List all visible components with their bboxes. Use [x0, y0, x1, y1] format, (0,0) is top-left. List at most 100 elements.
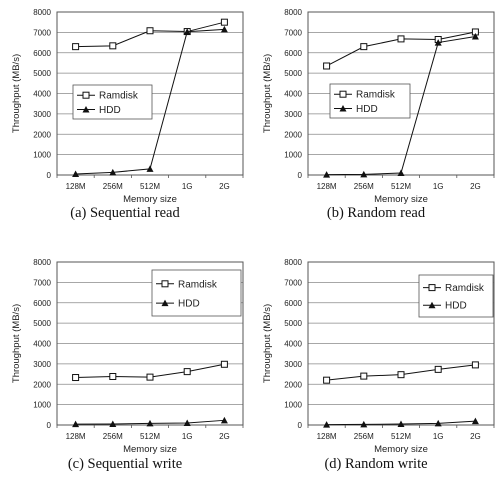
y-tick-label: 2000 [33, 130, 51, 139]
y-tick-label: 8000 [284, 8, 302, 17]
x-tick-label: 512M [391, 182, 411, 191]
y-tick-label: 7000 [284, 278, 302, 287]
x-tick-label: 1G [433, 432, 444, 441]
y-tick-label: 7000 [33, 278, 51, 287]
x-tick-label: 2G [219, 182, 230, 191]
y-axis-title: Throughput (MB/s) [262, 54, 273, 133]
x-tick-label: 128M [317, 182, 337, 191]
legend-square-icon [82, 91, 90, 99]
ramdisk-series-line [75, 21, 225, 48]
chart-panel-sequential-read: 0 1000 2000 3000 4000 5000 6000 7000 8000 128M 256… [0, 0, 250, 239]
chart-caption: (a) Sequential read [70, 205, 180, 221]
x-axis-title: Memory size [123, 444, 177, 455]
legend-triangle-icon [82, 105, 90, 113]
y-tick-label: 6000 [33, 299, 51, 308]
y-tick-label: 8000 [33, 8, 51, 17]
y-tick-label: 1000 [33, 401, 51, 410]
legend-triangle-icon [161, 299, 169, 307]
hdd-point [109, 420, 117, 427]
y-tick-label: 6000 [284, 299, 302, 308]
chart-caption: (b) Random read [326, 205, 426, 221]
y-tick-label: 5000 [33, 319, 51, 328]
y-tick-label: 1000 [33, 151, 51, 160]
y-tick-label: 1000 [284, 401, 302, 410]
x-tick-label: 256M [354, 182, 374, 191]
hdd-point [183, 419, 191, 426]
y-tick-label: 4000 [284, 340, 302, 349]
y-tick-label: 0 [47, 171, 52, 180]
hdd-point [323, 171, 331, 178]
ramdisk-point [220, 360, 228, 368]
y-tick-label: 5000 [33, 69, 51, 78]
ramdisk-point [146, 373, 154, 381]
x-axis-title: Memory size [374, 194, 428, 205]
y-tick-label: 5000 [284, 69, 302, 78]
legend-label: HDD [99, 105, 121, 116]
ramdisk-point [220, 18, 228, 26]
x-tick-label: 512M [391, 432, 411, 441]
hdd-point [471, 32, 479, 40]
y-tick-label: 3000 [33, 110, 51, 119]
hdd-point [72, 420, 80, 428]
x-axis-title: Memory size [374, 444, 428, 455]
ramdisk-point [434, 365, 442, 373]
ramdisk-point [109, 373, 117, 381]
legend-label: HDD [445, 301, 467, 312]
x-tick-label: 1G [182, 432, 193, 441]
plot-area-frame [56, 11, 244, 176]
legend-label: Ramdisk [99, 91, 139, 102]
legend-label: Ramdisk [178, 279, 218, 290]
hdd-point [220, 416, 228, 424]
legend-box [329, 83, 411, 119]
hdd-point [220, 25, 228, 33]
y-axis-title: Throughput (MB/s) [11, 304, 22, 383]
y-tick-label: 8000 [33, 258, 51, 267]
ramdisk-point [323, 376, 331, 384]
y-tick-label: 0 [298, 421, 303, 430]
legend-label: HDD [178, 299, 200, 310]
hdd-point [471, 417, 479, 425]
legend-box [72, 84, 153, 120]
x-tick-label: 128M [66, 432, 86, 441]
hdd-point [397, 420, 405, 427]
ramdisk-point [183, 368, 191, 376]
ramdisk-point [397, 371, 405, 379]
chart-caption: (c) Sequential write [67, 456, 183, 472]
legend-square-icon [339, 90, 347, 98]
x-tick-label: 128M [317, 432, 337, 441]
x-tick-label: 1G [433, 182, 444, 191]
hdd-point [434, 419, 442, 427]
legend-box [151, 269, 242, 317]
hdd-point [72, 170, 80, 177]
x-tick-label: 128M [66, 182, 86, 191]
hdd-point [146, 165, 154, 172]
x-tick-label: 2G [470, 182, 481, 191]
x-tick-label: 256M [103, 432, 123, 441]
chart-svg-sequential-write: 0 1000 2000 3000 4000 5000 6000 7000 8000 128M 256… [11, 258, 244, 455]
y-tick-label: 6000 [33, 49, 51, 58]
y-tick-label: 6000 [284, 49, 302, 58]
hdd-point [434, 39, 442, 46]
x-tick-label: 2G [219, 432, 230, 441]
y-tick-label: 3000 [284, 360, 302, 369]
ramdisk-point [109, 42, 117, 50]
legend-label: Ramdisk [445, 283, 485, 294]
y-tick-label: 3000 [33, 360, 51, 369]
ramdisk-point [323, 62, 331, 70]
chart-svg-random-read: 0 1000 2000 3000 4000 5000 6000 7000 8000 128M 256… [262, 8, 495, 205]
y-tick-label: 7000 [284, 28, 302, 37]
y-tick-label: 0 [47, 421, 52, 430]
x-tick-label: 512M [140, 182, 160, 191]
y-tick-label: 2000 [284, 380, 302, 389]
legend-box [418, 274, 494, 318]
y-tick-label: 4000 [33, 90, 51, 99]
x-tick-label: 256M [103, 182, 123, 191]
y-tick-label: 2000 [33, 380, 51, 389]
hdd-point [323, 421, 331, 428]
legend-square-icon [161, 280, 169, 288]
chart-caption: (d) Random write [324, 456, 428, 472]
legend-triangle-icon [428, 301, 436, 309]
hdd-point [109, 168, 117, 176]
hdd-point [397, 169, 405, 176]
ramdisk-point [72, 374, 80, 382]
